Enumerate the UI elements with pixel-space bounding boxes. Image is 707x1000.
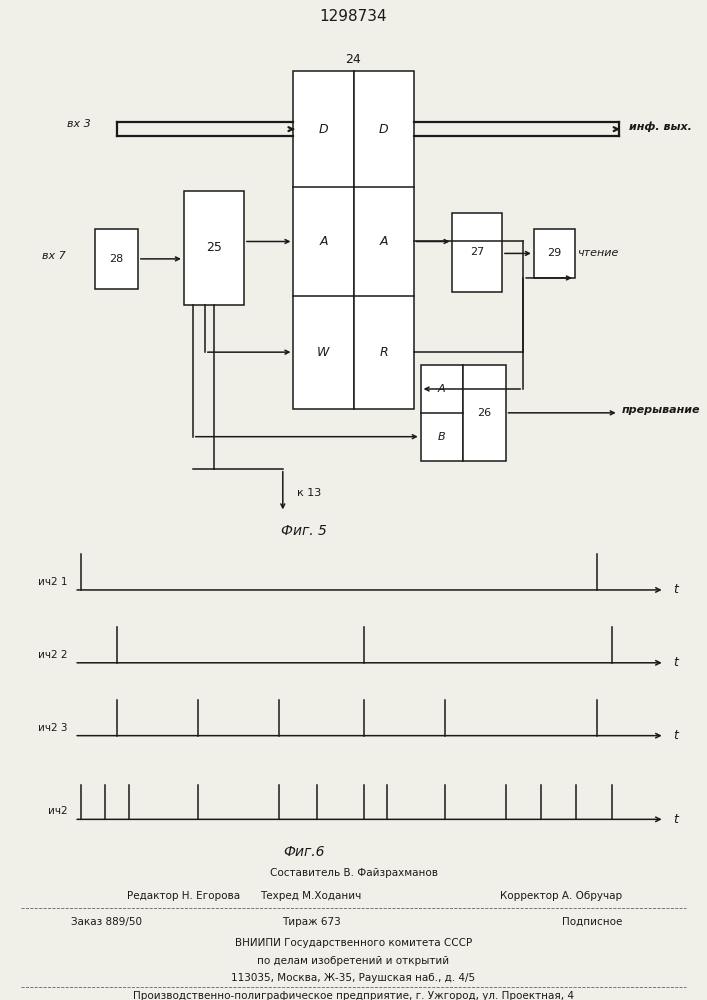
Text: 29: 29 bbox=[547, 248, 561, 258]
Text: 113035, Москва, Ж-35, Раушская наб., д. 4/5: 113035, Москва, Ж-35, Раушская наб., д. … bbox=[231, 973, 476, 983]
Text: 24: 24 bbox=[346, 53, 361, 66]
Bar bbox=[421, 365, 463, 461]
Bar bbox=[452, 213, 502, 292]
Text: t: t bbox=[673, 729, 677, 742]
Text: Заказ 889/50: Заказ 889/50 bbox=[71, 917, 141, 927]
Text: Корректор А. Обручар: Корректор А. Обручар bbox=[500, 891, 622, 901]
Text: t: t bbox=[673, 656, 677, 669]
Text: A: A bbox=[379, 235, 388, 248]
Text: ВНИИПИ Государственного комитета СССР: ВНИИПИ Государственного комитета СССР bbox=[235, 938, 472, 948]
Text: по делам изобретений и открытий: по делам изобретений и открытий bbox=[257, 956, 450, 966]
Text: Фиг.6: Фиг.6 bbox=[284, 845, 325, 859]
Text: 26: 26 bbox=[477, 408, 491, 418]
Text: ич2 2: ич2 2 bbox=[37, 650, 67, 660]
Text: 28: 28 bbox=[110, 254, 124, 264]
Text: ич2 1: ич2 1 bbox=[37, 577, 67, 587]
Text: t: t bbox=[673, 583, 677, 596]
Bar bbox=[293, 71, 354, 409]
Text: t: t bbox=[673, 813, 677, 826]
Text: D: D bbox=[319, 123, 328, 136]
Text: вх 3: вх 3 bbox=[67, 119, 91, 129]
Text: A: A bbox=[438, 384, 445, 394]
Text: 1298734: 1298734 bbox=[320, 9, 387, 24]
Bar bbox=[95, 229, 138, 289]
Text: прерывание: прерывание bbox=[622, 405, 701, 415]
Text: Редактор Н. Егорова: Редактор Н. Егорова bbox=[127, 891, 240, 901]
Text: Тираж 673: Тираж 673 bbox=[281, 917, 341, 927]
Bar bbox=[184, 191, 244, 305]
Text: B: B bbox=[438, 432, 445, 442]
Text: 27: 27 bbox=[470, 247, 484, 257]
Text: W: W bbox=[317, 346, 329, 359]
Text: 25: 25 bbox=[206, 241, 222, 254]
Text: R: R bbox=[379, 346, 388, 359]
Text: Составитель В. Файзрахманов: Составитель В. Файзрахманов bbox=[269, 868, 438, 878]
Text: A: A bbox=[319, 235, 328, 248]
Bar bbox=[463, 365, 506, 461]
Bar bbox=[354, 71, 414, 409]
Text: D: D bbox=[379, 123, 388, 136]
Text: вх 7: вх 7 bbox=[42, 251, 66, 261]
Bar bbox=[534, 229, 575, 278]
Text: чтение: чтение bbox=[578, 248, 620, 258]
Text: инф. вых.: инф. вых. bbox=[629, 121, 692, 132]
Text: Производственно-полиграфическое предприятие, г. Ужгород, ул. Проектная, 4: Производственно-полиграфическое предприя… bbox=[133, 991, 574, 1000]
Text: Подписное: Подписное bbox=[562, 917, 622, 927]
Text: Техред М.Ходанич: Техред М.Ходанич bbox=[260, 891, 362, 901]
Text: ич2: ич2 bbox=[47, 806, 67, 816]
Text: ич2 3: ич2 3 bbox=[37, 723, 67, 733]
Text: к 13: к 13 bbox=[297, 488, 321, 498]
Text: Фиг. 5: Фиг. 5 bbox=[281, 524, 327, 538]
